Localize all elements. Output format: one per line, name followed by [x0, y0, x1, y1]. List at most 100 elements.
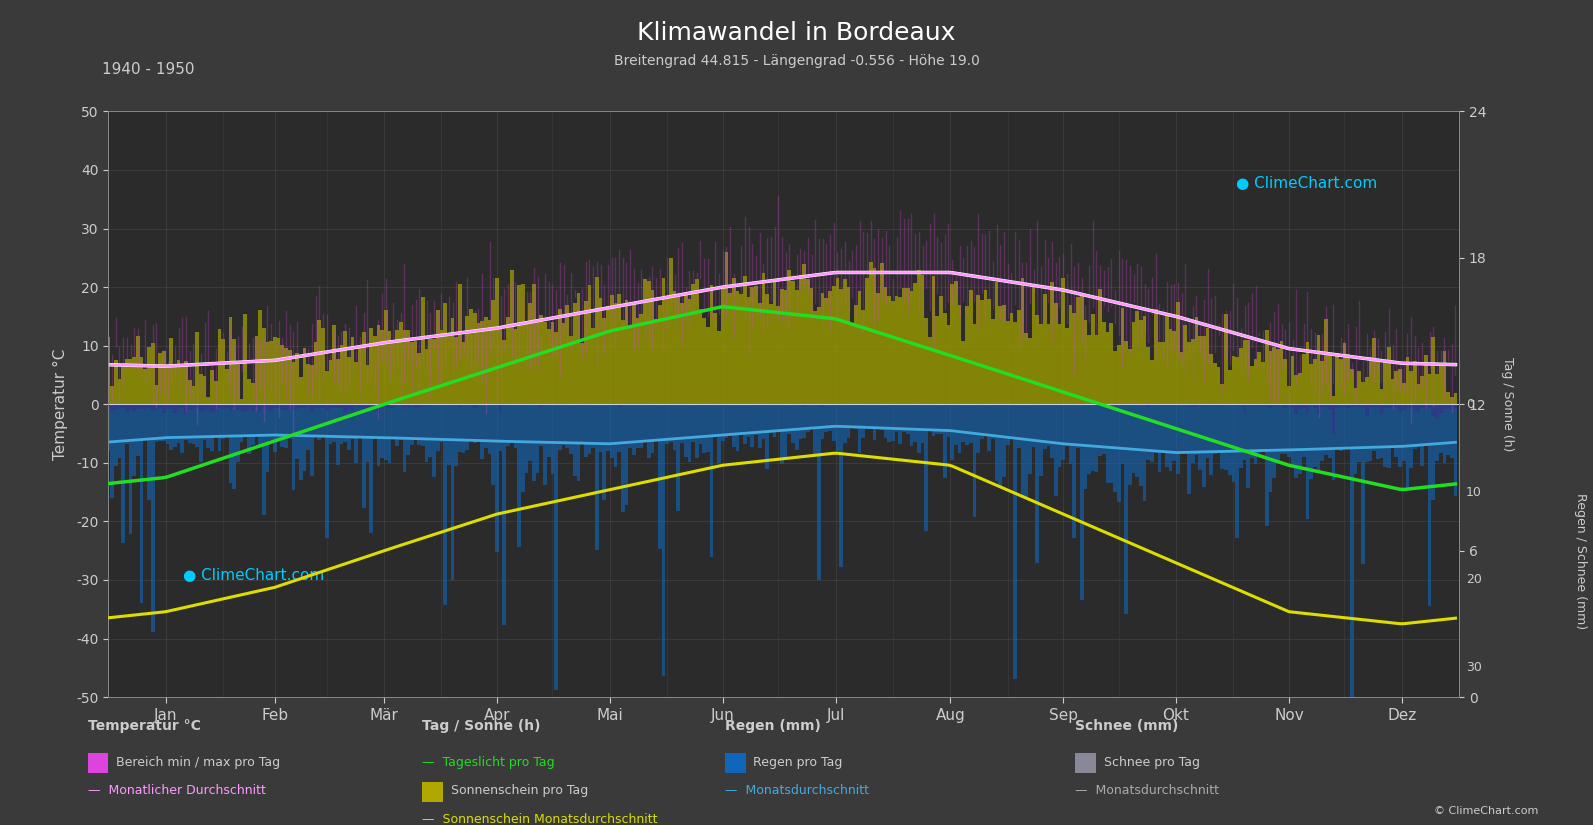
Bar [440, 404, 443, 407]
Bar [225, 369, 229, 404]
Bar [817, 307, 820, 404]
Bar [510, 404, 513, 443]
Bar [1172, 332, 1176, 404]
Bar [820, 404, 825, 439]
Bar [666, 404, 669, 444]
Bar [387, 404, 392, 408]
Bar [736, 404, 739, 450]
Bar [1021, 278, 1024, 404]
Bar [1317, 404, 1321, 470]
Bar [247, 404, 250, 454]
Bar [1446, 404, 1450, 409]
Bar [832, 404, 836, 441]
Bar [436, 310, 440, 404]
Bar [1268, 404, 1273, 492]
Bar [803, 264, 806, 404]
Bar [566, 404, 569, 448]
Bar [655, 319, 658, 404]
Bar [551, 404, 554, 474]
Bar [1214, 404, 1217, 406]
Bar [1321, 404, 1324, 461]
Bar [1016, 310, 1021, 404]
Bar [484, 318, 487, 404]
Bar [333, 404, 336, 441]
Bar [269, 404, 272, 411]
Bar [1290, 404, 1295, 468]
Bar [1013, 404, 1016, 680]
Bar [129, 360, 132, 404]
Bar [940, 296, 943, 404]
Bar [765, 404, 769, 469]
Bar [722, 286, 725, 404]
Bar [277, 404, 280, 441]
Bar [432, 404, 436, 405]
Bar [887, 404, 890, 442]
Bar [272, 337, 277, 404]
Bar [487, 404, 491, 454]
Bar [1257, 404, 1262, 453]
Bar [448, 404, 451, 405]
Bar [540, 404, 543, 407]
Bar [174, 404, 177, 447]
Bar [1094, 404, 1098, 472]
Bar [350, 404, 354, 410]
Bar [417, 404, 421, 446]
Bar [932, 276, 935, 404]
Bar [585, 404, 588, 457]
Bar [185, 404, 188, 413]
Bar [518, 285, 521, 404]
Bar [1158, 404, 1161, 405]
Bar [448, 336, 451, 404]
Text: Breitengrad 44.815 - Längengrad -0.556 - Höhe 19.0: Breitengrad 44.815 - Längengrad -0.556 -… [613, 54, 980, 68]
Bar [185, 404, 188, 440]
Bar [1279, 404, 1284, 455]
Bar [1002, 304, 1005, 404]
Bar [1438, 404, 1443, 412]
Bar [1058, 404, 1061, 467]
Bar [487, 320, 491, 404]
Bar [1032, 404, 1035, 446]
Bar [1454, 404, 1458, 408]
Bar [311, 404, 314, 476]
Bar [229, 404, 233, 483]
Bar [421, 297, 425, 404]
Bar [143, 404, 147, 409]
Bar [532, 284, 535, 404]
Bar [429, 404, 432, 406]
Bar [121, 366, 124, 404]
Bar [135, 337, 140, 404]
Bar [935, 316, 940, 404]
Bar [577, 404, 580, 481]
Bar [381, 404, 384, 406]
Bar [1187, 404, 1192, 406]
Bar [202, 404, 207, 410]
Bar [113, 404, 118, 409]
Bar [965, 404, 969, 445]
Bar [784, 404, 787, 457]
Bar [1354, 404, 1357, 407]
Bar [1365, 404, 1368, 416]
Bar [303, 404, 306, 471]
Text: 30: 30 [1466, 662, 1481, 674]
Bar [1324, 319, 1329, 404]
Bar [1321, 404, 1324, 407]
Bar [1424, 404, 1427, 446]
Bar [722, 404, 725, 441]
Bar [1231, 404, 1235, 482]
Bar [169, 404, 174, 409]
Bar [857, 291, 862, 404]
Bar [140, 404, 143, 603]
Bar [1290, 404, 1295, 408]
Bar [1343, 404, 1346, 450]
Bar [1424, 356, 1427, 404]
Bar [1187, 342, 1192, 404]
Bar [677, 295, 680, 404]
Bar [1136, 311, 1139, 404]
Bar [502, 404, 507, 625]
Bar [213, 404, 218, 411]
Bar [1257, 352, 1262, 404]
Bar [650, 290, 655, 404]
Bar [1195, 404, 1198, 407]
Bar [406, 404, 409, 408]
Bar [1209, 404, 1214, 475]
